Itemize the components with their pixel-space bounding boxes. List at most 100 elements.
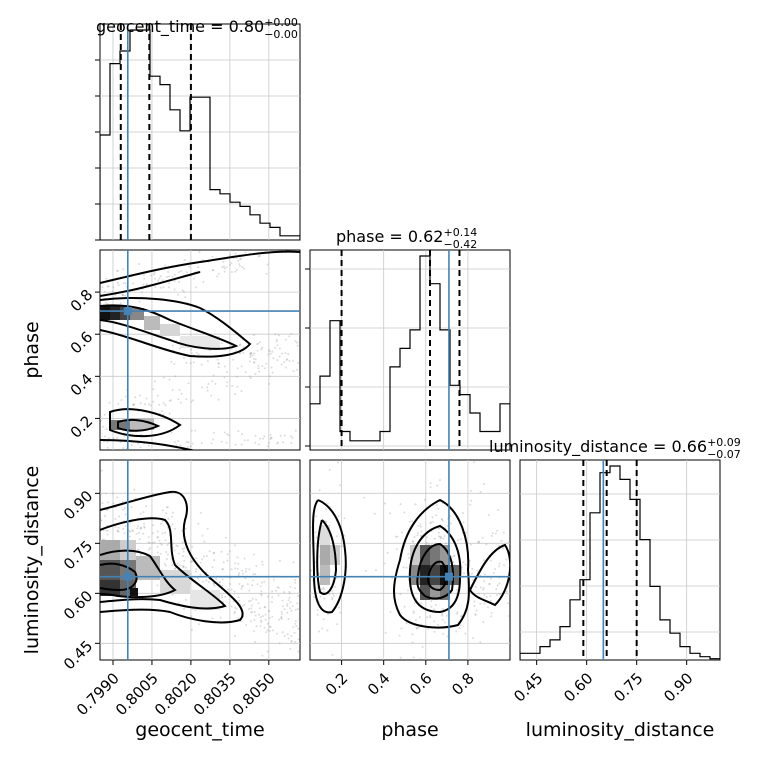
sample-point bbox=[130, 444, 133, 447]
sample-point bbox=[216, 275, 219, 278]
sample-point bbox=[224, 365, 226, 368]
sample-point bbox=[260, 619, 263, 622]
sample-point bbox=[411, 520, 414, 522]
sample-point bbox=[205, 579, 208, 582]
sample-point bbox=[427, 543, 430, 546]
sample-point bbox=[183, 547, 186, 550]
sample-point bbox=[100, 519, 103, 522]
sample-point bbox=[276, 586, 279, 589]
sample-point bbox=[407, 589, 409, 592]
sample-point bbox=[241, 266, 244, 269]
sample-point bbox=[257, 443, 260, 446]
sample-point bbox=[122, 282, 125, 284]
sample-point bbox=[156, 551, 159, 554]
sample-point bbox=[111, 290, 114, 293]
sample-point bbox=[399, 503, 402, 506]
sample-point bbox=[177, 293, 180, 296]
sample-point bbox=[294, 622, 297, 625]
sample-point bbox=[294, 608, 297, 611]
sample-point bbox=[217, 366, 220, 369]
y-tick-label: 0.2 bbox=[67, 412, 97, 442]
sample-point bbox=[434, 604, 437, 607]
sample-point bbox=[152, 388, 155, 391]
sample-point bbox=[254, 441, 257, 444]
sample-point bbox=[455, 630, 458, 633]
sample-point bbox=[420, 602, 423, 604]
sample-point bbox=[477, 541, 480, 544]
sample-point bbox=[177, 398, 180, 401]
sample-point bbox=[251, 584, 254, 587]
y-tick-label: 0.8 bbox=[67, 286, 97, 316]
xaxis-label-geocent-time: geocent_time bbox=[135, 719, 264, 741]
sample-point bbox=[124, 525, 127, 527]
sample-point bbox=[154, 277, 157, 280]
sample-point bbox=[257, 342, 260, 345]
sample-point bbox=[221, 568, 224, 571]
sample-point bbox=[163, 562, 166, 565]
sample-point bbox=[160, 522, 162, 525]
sample-point bbox=[230, 588, 233, 591]
sample-point bbox=[207, 383, 210, 385]
sample-point bbox=[288, 592, 291, 595]
sample-point bbox=[223, 270, 226, 273]
sample-point bbox=[133, 403, 136, 406]
sample-point bbox=[220, 342, 223, 345]
sample-point bbox=[476, 569, 479, 572]
sample-point bbox=[405, 622, 408, 625]
sample-point bbox=[262, 437, 264, 440]
sample-point bbox=[274, 333, 277, 336]
sample-point bbox=[104, 515, 106, 517]
sample-point bbox=[212, 269, 215, 272]
sample-point bbox=[319, 595, 322, 598]
sample-point bbox=[111, 492, 114, 495]
sample-point bbox=[222, 261, 225, 263]
sample-point bbox=[470, 499, 473, 502]
sample-point bbox=[139, 402, 142, 405]
sample-point bbox=[444, 542, 447, 545]
sample-point bbox=[161, 532, 164, 535]
sample-point bbox=[217, 362, 220, 365]
sample-point bbox=[235, 375, 238, 378]
luminosity-distance-vs-phase-panel bbox=[309, 459, 511, 675]
sample-point bbox=[256, 583, 259, 586]
sample-point bbox=[439, 537, 442, 540]
sample-point bbox=[100, 519, 102, 522]
sample-point bbox=[412, 612, 415, 614]
sample-point bbox=[152, 273, 155, 276]
sample-point bbox=[177, 440, 180, 443]
sample-point bbox=[297, 594, 300, 597]
sample-point bbox=[195, 568, 198, 571]
sample-point bbox=[459, 615, 462, 618]
sample-point bbox=[417, 626, 420, 629]
sample-point bbox=[156, 584, 159, 587]
sample-point bbox=[268, 617, 271, 619]
sample-point bbox=[117, 526, 120, 529]
sample-point bbox=[148, 548, 150, 551]
sample-point bbox=[156, 545, 159, 548]
sample-point bbox=[261, 581, 263, 584]
sample-point bbox=[283, 591, 286, 594]
sample-point bbox=[483, 483, 485, 486]
sample-point bbox=[502, 547, 505, 550]
sample-point bbox=[388, 512, 391, 515]
sample-point bbox=[100, 435, 102, 438]
sample-point bbox=[177, 271, 180, 274]
sample-point bbox=[205, 555, 208, 557]
sample-point bbox=[395, 535, 398, 538]
sample-point bbox=[211, 380, 214, 383]
sample-point bbox=[158, 277, 161, 280]
sample-point bbox=[267, 595, 269, 598]
sample-point bbox=[266, 622, 269, 625]
sample-point bbox=[253, 352, 256, 355]
sample-point bbox=[167, 517, 170, 520]
sample-point bbox=[445, 614, 448, 617]
sample-point bbox=[225, 266, 228, 269]
sample-point bbox=[447, 673, 449, 675]
sample-point bbox=[297, 650, 300, 653]
sample-point bbox=[182, 290, 185, 293]
sample-point bbox=[118, 515, 121, 518]
sample-point bbox=[255, 598, 258, 601]
sample-point bbox=[230, 568, 233, 571]
sample-point bbox=[440, 536, 443, 539]
sample-point bbox=[326, 502, 329, 505]
